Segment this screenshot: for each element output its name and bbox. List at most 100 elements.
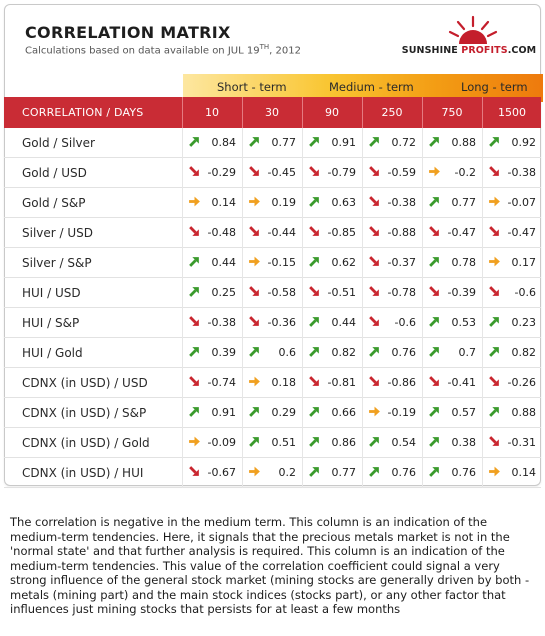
column-separator <box>362 458 363 488</box>
correlation-value: 0.14 <box>511 466 537 479</box>
table-cell: 0.14 <box>482 458 542 488</box>
table-cell: 0.38 <box>422 428 482 458</box>
table-cell: -0.86 <box>362 368 422 398</box>
table-cell: 0.86 <box>302 428 362 458</box>
row-label: CDNX (in USD) / Gold <box>22 436 150 450</box>
table-cell: -0.19 <box>362 398 422 428</box>
arrow-down-icon <box>489 436 499 446</box>
table-cell: 0.88 <box>482 398 542 428</box>
arrow-right-icon <box>249 196 260 207</box>
table-cell: -0.79 <box>302 158 362 188</box>
arrow-down-icon <box>189 166 199 176</box>
correlation-value: 0.84 <box>211 136 237 149</box>
table-cell: 0.23 <box>482 308 542 338</box>
column-separator <box>182 308 183 338</box>
column-separator <box>482 368 483 398</box>
table-cell: 0.19 <box>242 188 302 218</box>
correlation-value: 0.54 <box>391 436 417 449</box>
column-separator <box>482 158 483 188</box>
arrow-up-icon <box>489 407 499 417</box>
term-long: Long - term <box>461 80 528 94</box>
arrow-up-icon <box>309 317 319 327</box>
column-separator <box>482 458 483 488</box>
correlation-value: 0.82 <box>331 346 357 359</box>
column-separator <box>182 158 183 188</box>
arrow-up-icon <box>309 347 319 357</box>
table-cell: 0.76 <box>362 338 422 368</box>
correlation-value: -0.67 <box>207 466 236 479</box>
correlation-value: 0.77 <box>451 196 477 209</box>
sunshine-profits-logo[interactable]: SUNSHINE PROFITS.COM <box>401 13 537 63</box>
table-cell: 0.92 <box>482 128 542 158</box>
table-cell: 0.82 <box>482 338 542 368</box>
table-cell: -0.07 <box>482 188 542 218</box>
correlation-value: 0.14 <box>211 196 237 209</box>
table-cell: 0.39 <box>182 338 242 368</box>
correlation-table: Gold / Silver 0.84 0.77 0.91 0.72 0.88 0.92 Gol… <box>4 128 541 488</box>
correlation-value: 0.72 <box>391 136 417 149</box>
column-separator <box>242 188 243 218</box>
table-cell: 0.66 <box>302 398 362 428</box>
table-cell: -0.41 <box>422 368 482 398</box>
column-separator <box>362 158 363 188</box>
table-cell: -0.58 <box>242 278 302 308</box>
arrow-down-icon <box>489 226 499 236</box>
table-cell: -0.26 <box>482 368 542 398</box>
table-cell: 0.57 <box>422 398 482 428</box>
correlation-value: 0.62 <box>331 256 357 269</box>
table-row: Gold / S&P 0.14 0.19 0.63 -0.38 0.77 -0.07 <box>4 188 541 218</box>
table-cell: -0.47 <box>482 218 542 248</box>
arrow-up-icon <box>429 317 439 327</box>
table-cell: 0.77 <box>242 128 302 158</box>
arrow-down-icon <box>369 376 379 386</box>
table-row: HUI / S&P -0.38 -0.36 0.44 -0.6 0.53 0.23 <box>4 308 541 338</box>
table-cell: 0.62 <box>302 248 362 278</box>
table-row: CDNX (in USD) / Gold -0.09 0.51 0.86 0.54 0.3… <box>4 428 541 458</box>
column-separator <box>242 368 243 398</box>
column-header-90: 90 <box>325 106 339 119</box>
row-label: CDNX (in USD) / S&P <box>22 406 147 420</box>
column-separator <box>182 248 183 278</box>
arrow-up-icon <box>309 137 319 147</box>
table-cell: -0.47 <box>422 218 482 248</box>
column-separator <box>242 248 243 278</box>
column-header-30: 30 <box>265 106 279 119</box>
column-separator <box>182 188 183 218</box>
arrow-up-icon <box>249 137 259 147</box>
column-separator <box>242 398 243 428</box>
table-cell: 0.88 <box>422 128 482 158</box>
correlation-value: -0.74 <box>207 376 236 389</box>
correlation-value: 0.29 <box>271 406 297 419</box>
correlation-value: -0.41 <box>447 376 476 389</box>
column-separator <box>422 368 423 398</box>
row-label: Gold / USD <box>22 166 87 180</box>
table-cell: 0.72 <box>362 128 422 158</box>
arrow-down-icon <box>489 166 499 176</box>
row-label: HUI / Gold <box>22 346 83 360</box>
table-cell: -0.36 <box>242 308 302 338</box>
arrow-down-icon <box>369 256 379 266</box>
correlation-value: 0.2 <box>278 466 297 479</box>
correlation-value: 0.66 <box>331 406 357 419</box>
column-separator <box>422 398 423 428</box>
arrow-up-icon <box>429 137 439 147</box>
table-cell: 0.77 <box>302 458 362 488</box>
column-separator <box>422 458 423 488</box>
table-cell: -0.38 <box>182 308 242 338</box>
correlation-value: 0.92 <box>511 136 537 149</box>
row-label: Gold / S&P <box>22 196 86 210</box>
column-separator <box>422 278 423 308</box>
column-separator <box>302 458 303 488</box>
correlation-value: 0.25 <box>211 286 237 299</box>
correlation-value: -0.39 <box>447 286 476 299</box>
table-cell: -0.09 <box>182 428 242 458</box>
correlation-value: -0.2 <box>454 166 476 179</box>
arrow-up-icon <box>369 137 379 147</box>
arrow-up-icon <box>429 437 439 447</box>
arrow-up-icon <box>429 347 439 357</box>
term-short: Short - term <box>217 80 287 94</box>
table-row: CDNX (in USD) / S&P 0.91 0.29 0.66 -0.19 0.57… <box>4 398 541 428</box>
arrow-down-icon <box>189 226 199 236</box>
column-header-250: 250 <box>381 106 403 119</box>
row-label: HUI / USD <box>22 286 81 300</box>
